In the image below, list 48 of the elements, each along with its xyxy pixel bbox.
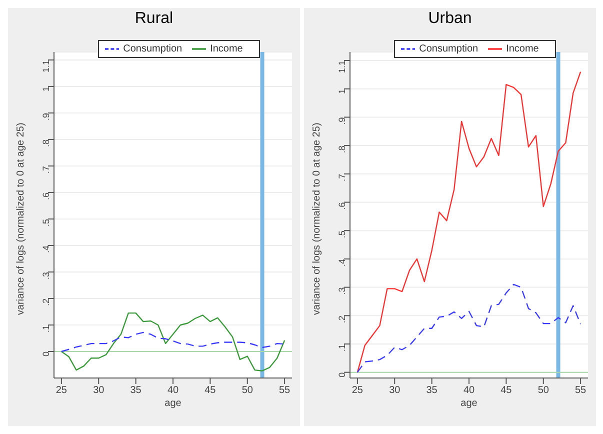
y-tick-label: .9 — [41, 112, 52, 120]
y-tick-label: 1 — [41, 86, 52, 92]
y-tick-label: 1 — [337, 88, 348, 94]
y-tick-label: .5 — [337, 230, 348, 238]
x-axis-title: age — [164, 398, 182, 409]
y-tick-label: .6 — [41, 192, 52, 200]
y-tick-label: 1.1 — [41, 60, 52, 72]
y-tick-label: .3 — [337, 287, 348, 295]
x-tick-label: 50 — [242, 385, 254, 396]
x-tick-label: 55 — [279, 385, 291, 396]
y-tick-label: .9 — [337, 117, 348, 125]
x-tick-label: 25 — [56, 385, 68, 396]
chart-title: Urban — [427, 9, 473, 29]
legend-label: Income — [506, 44, 539, 55]
x-tick-label: 35 — [130, 385, 142, 396]
x-tick-label: 30 — [93, 385, 105, 396]
x-tick-label: 35 — [426, 385, 438, 396]
y-tick-label: 0 — [41, 351, 52, 357]
y-tick-label: .7 — [41, 166, 52, 174]
y-tick-label: .1 — [337, 344, 348, 352]
y-tick-label: .2 — [41, 298, 52, 306]
x-tick-label: 30 — [389, 385, 401, 396]
y-tick-label: .8 — [337, 146, 348, 154]
y-tick-label: .4 — [337, 258, 348, 266]
y-tick-label: .6 — [337, 202, 348, 210]
legend-label: Income — [210, 44, 243, 55]
legend-label: Consumption — [419, 44, 478, 55]
x-axis-title: age — [460, 398, 478, 409]
y-tick-label: .3 — [41, 272, 52, 280]
x-tick-label: 55 — [575, 385, 587, 396]
y-tick-label: .5 — [41, 218, 52, 226]
y-tick-label: 0 — [337, 372, 348, 378]
x-tick-label: 45 — [204, 385, 216, 396]
x-tick-label: 40 — [167, 385, 179, 396]
x-tick-label: 50 — [538, 385, 550, 396]
y-tick-label: .4 — [41, 245, 52, 253]
y-tick-label: .1 — [41, 324, 52, 333]
chart-title: Rural — [134, 9, 174, 29]
y-tick-label: .7 — [337, 174, 348, 182]
legend-label: Consumption — [123, 44, 182, 55]
x-tick-label: 25 — [352, 385, 364, 396]
x-tick-label: 45 — [500, 385, 512, 396]
y-tick-label: .2 — [337, 316, 348, 324]
y-tick-label: 1.1 — [337, 60, 348, 74]
y-tick-label: .8 — [41, 139, 52, 147]
y-axis-title: variance of logs (normalized to 0 at age 25) — [312, 122, 323, 315]
y-axis-title: variance of logs (normalized to 0 at age 25) — [16, 122, 27, 315]
x-tick-label: 40 — [463, 385, 475, 396]
